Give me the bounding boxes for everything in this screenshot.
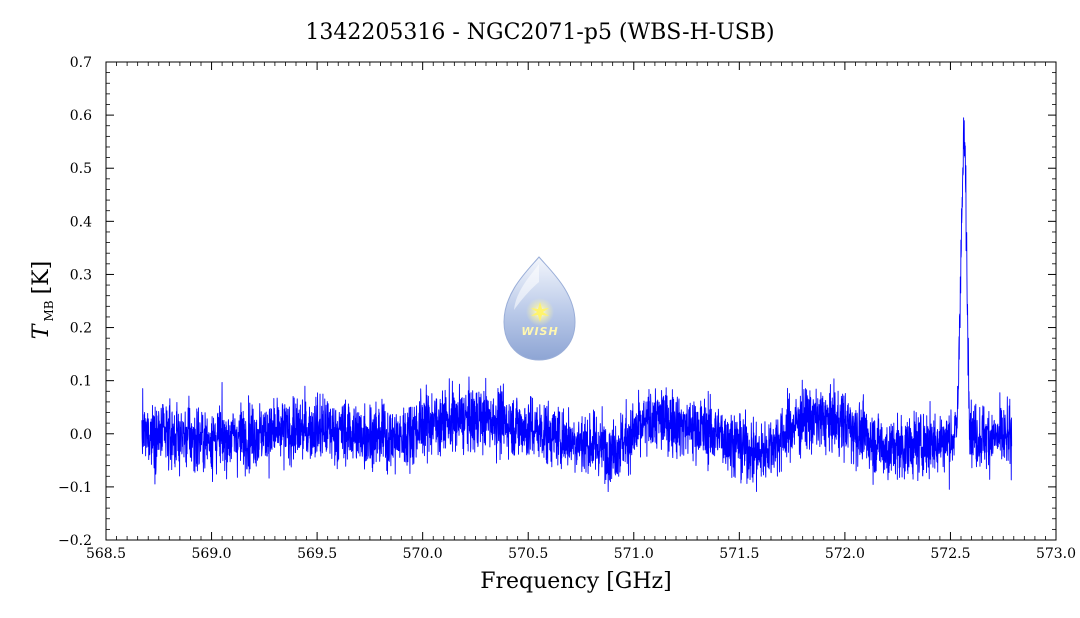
x-tick-label: 569.5 [297,546,337,562]
y-axis-unit: [K] [29,261,54,295]
y-tick-label: −0.2 [58,533,92,549]
x-tick-label: 571.0 [614,546,654,562]
svg-text:TMB[K]: TMB [K] [29,261,56,339]
x-tick-label: 569.0 [192,546,232,562]
x-tick-label: 570.0 [403,546,443,562]
y-tick-label: 0.4 [70,214,92,230]
x-axis-label: Frequency [GHz] [480,569,672,594]
y-axis-label: TMB [K] [29,261,56,339]
x-tick-label: 573.0 [1036,546,1076,562]
x-tick-label: 571.5 [719,546,759,562]
x-tick-label: 572.5 [930,546,970,562]
y-axis-subscript: MB [42,300,56,321]
y-tick-labels: −0.2 −0.1 0.0 0.1 0.2 0.3 0.4 0.5 0.6 0.7 [58,55,92,549]
y-tick-label: 0.1 [70,374,92,390]
spectrum-series-line [141,117,1013,493]
y-axis-symbol: T [29,322,54,339]
y-tick-label: 0.7 [70,55,92,71]
wish-logo-text: WISH [521,325,558,338]
y-tick-label: −0.1 [58,480,92,496]
y-tick-label: 0.3 [70,267,92,283]
y-tick-label: 0.2 [70,321,92,337]
axis-ticks [105,61,1057,541]
y-tick-label: 0.6 [70,108,92,124]
wish-logo: WISH [503,256,576,361]
x-tick-label: 570.5 [508,546,548,562]
x-tick-label: 572.0 [825,546,865,562]
y-tick-label: 0.0 [70,427,92,443]
x-tick-labels: 568.5 569.0 569.5 570.0 570.5 571.0 571.5 572.0… [86,546,1076,562]
wish-drop-highlight [514,264,539,310]
chart-title: 1342205316 - NGC2071-p5 (WBS-H-USB) [305,20,774,45]
x-tick-label: 568.5 [86,546,126,562]
wish-star-icon [531,302,549,322]
y-tick-label: 0.5 [70,161,92,177]
